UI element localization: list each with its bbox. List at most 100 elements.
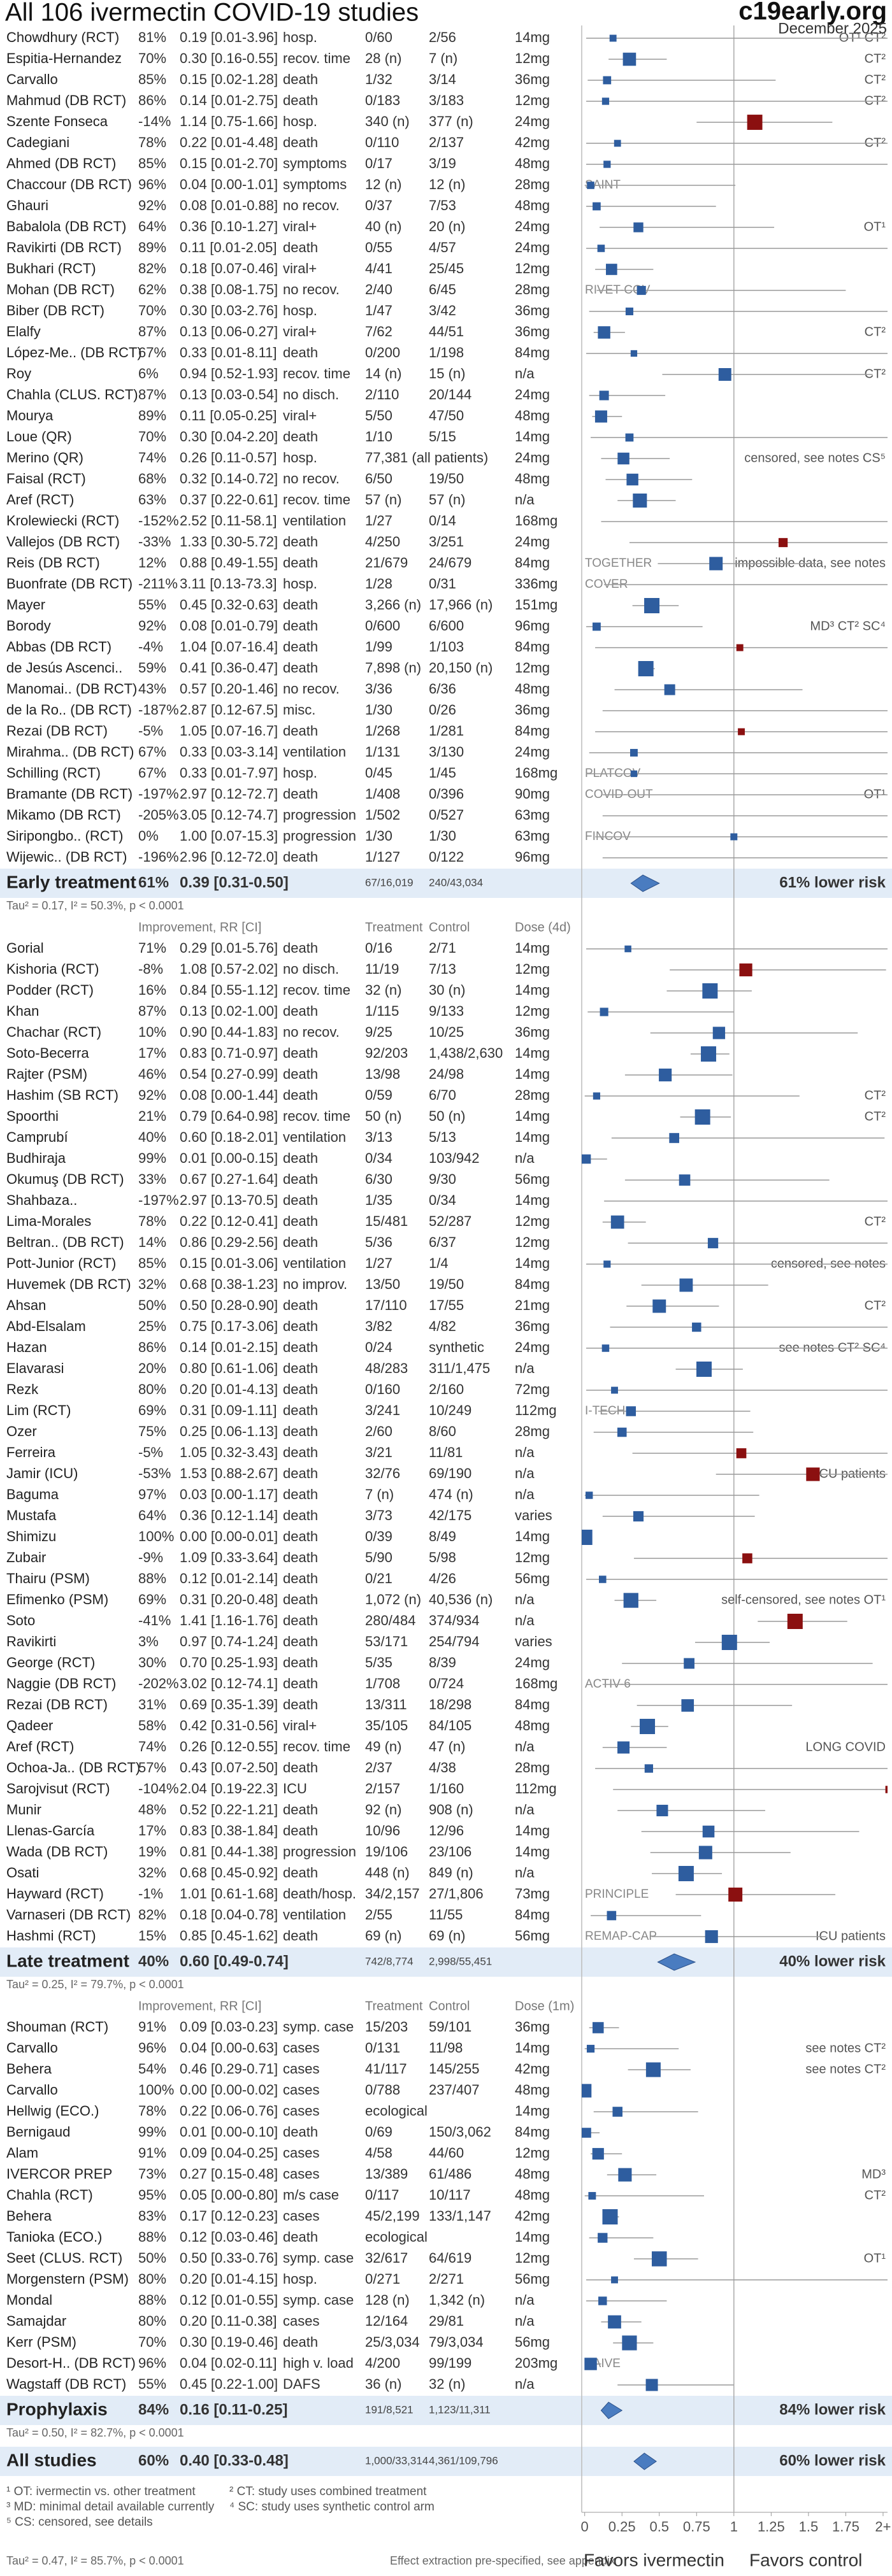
effect-marker	[633, 493, 647, 508]
dose: 36mg	[515, 302, 550, 318]
rr-ci: 1.53 [0.88-2.67]	[180, 1465, 278, 1481]
study-name: Varnaseri (DB RCT)	[6, 1907, 131, 1923]
control: 47 (n)	[429, 1739, 465, 1754]
x-tick-label: 1.75	[832, 2519, 860, 2535]
study-name: Faisal (RCT)	[6, 471, 86, 487]
improvement: 80%	[138, 1381, 166, 1397]
dose: 42mg	[515, 2061, 550, 2077]
study-name: Chahla (RCT)	[6, 2187, 93, 2203]
treatment: 1/28	[365, 576, 392, 592]
summary-label: All studies	[6, 2450, 97, 2470]
treatment: 2/37	[365, 1760, 392, 1775]
study-name: IVERCOR PREP	[6, 2166, 112, 2182]
control: 20,150 (n)	[429, 660, 493, 676]
treatment: 1/268	[365, 723, 400, 739]
rr-ci: 0.69 [0.35-1.39]	[180, 1697, 278, 1712]
summary-control: 240/43,034	[429, 876, 483, 888]
outcome: death	[283, 1423, 318, 1439]
study-name: Rezai (DB RCT)	[6, 723, 108, 739]
effect-marker	[618, 2168, 632, 2182]
rr-ci: 1.41 [1.16-1.76]	[180, 1612, 278, 1628]
control: 0/31	[429, 576, 456, 592]
effect-marker	[640, 1719, 656, 1734]
control: 32 (n)	[429, 2376, 465, 2392]
improvement: 87%	[138, 324, 166, 339]
rr-ci: 0.03 [0.00-1.17]	[180, 1486, 278, 1502]
control: 1/30	[429, 828, 456, 844]
treatment: 1/27	[365, 513, 392, 529]
treatment: 40 (n)	[365, 218, 401, 234]
dose: n/a	[515, 1360, 535, 1376]
rr-ci: 0.27 [0.15-0.48]	[180, 2166, 278, 2182]
rr-ci: 0.17 [0.12-0.23]	[180, 2208, 278, 2224]
control: 64/619	[429, 2250, 471, 2266]
rr-ci: 2.87 [0.12-67.5]	[180, 702, 278, 718]
improvement: -8%	[138, 961, 163, 977]
column-header: Control	[429, 1999, 470, 2013]
rr-ci: 0.18 [0.07-0.46]	[180, 260, 278, 276]
outcome: recov. time	[283, 50, 350, 66]
note: CT²	[865, 325, 886, 339]
treatment: 13/98	[365, 1066, 400, 1082]
rr-ci: 3.02 [0.12-74.1]	[180, 1676, 278, 1691]
outcome: death	[283, 1697, 318, 1712]
rr-ci: 0.25 [0.06-1.13]	[180, 1423, 278, 1439]
control: 1/198	[429, 345, 464, 360]
rr-ci: 0.08 [0.01-0.79]	[180, 618, 278, 634]
outcome: death	[283, 92, 318, 108]
control: 1/281	[429, 723, 464, 739]
dose: 63mg	[515, 807, 550, 823]
x-tick-label: 1.5	[799, 2519, 819, 2535]
effect-marker	[611, 1386, 618, 1394]
outcome: death	[283, 1360, 318, 1376]
rr-ci: 2.52 [0.11-58.1]	[180, 513, 277, 529]
x-tick-label: 0.25	[608, 2519, 636, 2535]
control: 2/160	[429, 1381, 464, 1397]
improvement: -5%	[138, 1444, 163, 1460]
dose: n/a	[515, 1465, 535, 1481]
study-name: Munir	[6, 1802, 41, 1818]
column-header: Dose (4d)	[515, 920, 571, 934]
rr-ci: 1.00 [0.07-15.3]	[180, 828, 278, 844]
note: LONG COVID	[805, 1740, 886, 1754]
study-name: Baguma	[6, 1486, 59, 1502]
improvement: 46%	[138, 1066, 166, 1082]
rr-ci: 0.31 [0.09-1.11]	[180, 1402, 277, 1418]
treatment: 15/481	[365, 1213, 408, 1229]
study-name: Roy	[6, 366, 31, 381]
control: 57 (n)	[429, 492, 465, 508]
control: 849 (n)	[429, 1865, 473, 1881]
effect-marker	[587, 181, 594, 189]
improvement: 80%	[138, 2271, 166, 2287]
improvement: -197%	[138, 1192, 179, 1208]
outcome: death	[283, 1486, 318, 1502]
rr-ci: 3.11 [0.13-73.3]	[180, 576, 277, 592]
dose: 28mg	[515, 176, 550, 192]
outcome: death	[283, 1633, 318, 1649]
improvement: 85%	[138, 1255, 166, 1271]
effect-marker	[611, 2276, 618, 2284]
study-name: Camprubí	[6, 1129, 68, 1145]
improvement: 48%	[138, 1802, 166, 1818]
rr-ci: 1.04 [0.07-16.4]	[180, 639, 278, 655]
effect-marker	[599, 390, 609, 401]
effect-marker	[637, 285, 646, 295]
dose: 36mg	[515, 71, 550, 87]
outcome: death	[283, 1087, 318, 1103]
treatment: 50 (n)	[365, 1108, 401, 1124]
control: 25/45	[429, 260, 464, 276]
improvement: 95%	[138, 2187, 166, 2203]
rr-ci: 0.30 [0.04-2.20]	[180, 429, 278, 445]
outcome: no recov.	[283, 197, 340, 213]
effect-marker	[593, 202, 601, 211]
rr-ci: 2.04 [0.19-22.3]	[180, 1781, 278, 1797]
control: 0/527	[429, 807, 464, 823]
control: 9/133	[429, 1003, 464, 1019]
treatment: 448 (n)	[365, 1865, 410, 1881]
summary-treatment: 742/8,774	[365, 1955, 414, 1967]
control: 6/45	[429, 281, 456, 297]
effect-marker	[607, 1911, 617, 1921]
effect-marker	[721, 1635, 737, 1650]
improvement: 83%	[138, 2208, 166, 2224]
dose: n/a	[515, 1444, 535, 1460]
